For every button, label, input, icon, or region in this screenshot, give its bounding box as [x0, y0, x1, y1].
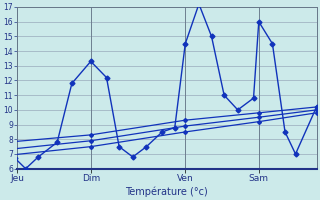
X-axis label: Température (°c): Température (°c)	[125, 186, 208, 197]
